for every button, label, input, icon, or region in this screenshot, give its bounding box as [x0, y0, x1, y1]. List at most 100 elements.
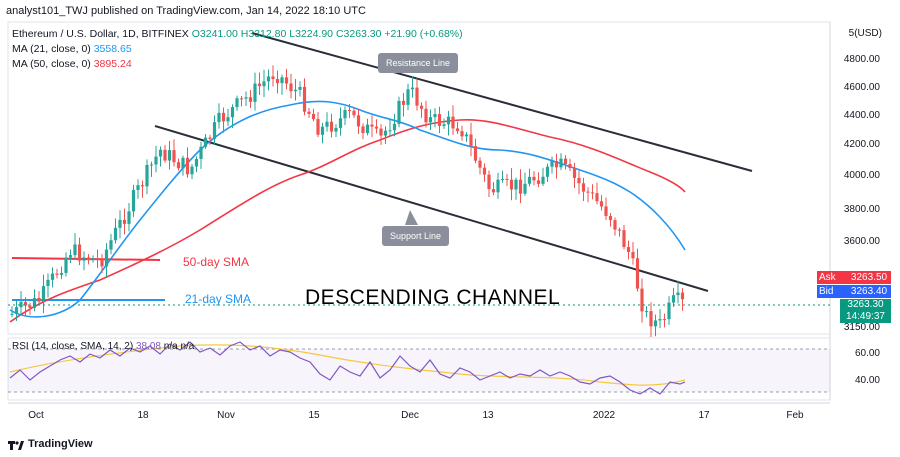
- candle-body: [590, 192, 595, 194]
- time-tick: Feb: [786, 410, 804, 421]
- ask-value: 3263.50: [847, 271, 891, 284]
- rsi-label: RSI (14, close, SMA, 14, 2): [12, 341, 134, 352]
- time-tick: Dec: [401, 410, 419, 421]
- candle-body: [478, 160, 482, 168]
- price-tick: 4000.00: [843, 170, 880, 181]
- candle-body: [289, 83, 293, 92]
- candle-body: [230, 107, 235, 118]
- time-tick: 17: [698, 410, 710, 421]
- candle-body: [253, 83, 257, 102]
- ask-label: Ask: [817, 271, 847, 284]
- candle-body: [635, 258, 640, 289]
- candle-body: [235, 98, 239, 108]
- candle-body: [73, 244, 77, 256]
- currency-selector[interactable]: 5(USD): [848, 28, 882, 39]
- candle-body: [46, 279, 50, 287]
- price-tick: 3800.00: [843, 204, 880, 215]
- candle-body: [167, 150, 172, 161]
- rsi-line: [9, 341, 686, 395]
- candle-body: [118, 219, 122, 228]
- candle-body: [91, 258, 95, 261]
- candle-body: [491, 189, 496, 193]
- candle-body: [199, 146, 203, 159]
- candle-body: [104, 249, 109, 267]
- rsi-legend[interactable]: RSI (14, close, SMA, 14, 2) 38.08 n/a n/…: [12, 341, 194, 352]
- candle-body: [658, 319, 662, 321]
- price-tick: 4600.00: [843, 82, 880, 93]
- candle-body: [586, 191, 590, 193]
- support-callout: Support Line: [382, 226, 450, 246]
- candle-body: [496, 179, 500, 193]
- candle-body: [347, 110, 352, 112]
- candle-body: [248, 97, 253, 102]
- candle-body: [568, 164, 572, 169]
- candle-body: [131, 190, 136, 212]
- candle-body: [86, 257, 91, 261]
- candle-body: [680, 292, 685, 300]
- candle-body: [649, 311, 653, 327]
- rsi-band-fill: [8, 349, 830, 392]
- resistance-line: [251, 32, 753, 172]
- candle-body: [28, 305, 32, 308]
- candle-body: [505, 178, 509, 180]
- tradingview-footer[interactable]: TradingView: [8, 438, 93, 450]
- candle-body: [518, 179, 523, 194]
- sma50-annotation: 50-day SMA: [183, 255, 250, 269]
- candle-body: [640, 288, 644, 312]
- ma21-label: MA (21, close, 0): [12, 43, 91, 55]
- candle-body: [613, 220, 617, 230]
- candle-body: [217, 112, 221, 123]
- candle-body: [667, 302, 671, 320]
- candle-body: [10, 313, 14, 315]
- candle-body: [55, 273, 59, 275]
- candle-body: [631, 251, 635, 259]
- candle-body: [401, 100, 406, 105]
- candle-body: [509, 179, 514, 190]
- candle-body: [617, 229, 622, 231]
- candle-body: [415, 87, 419, 106]
- candle-body: [419, 105, 424, 109]
- candle-body: [361, 126, 365, 134]
- candle-body: [365, 124, 370, 134]
- candle-body: [176, 162, 181, 169]
- candle-body: [550, 161, 554, 167]
- candle-body: [455, 128, 460, 132]
- candle-body: [307, 111, 311, 114]
- rsi-value: 38.08: [135, 341, 161, 352]
- candle-body: [352, 110, 356, 116]
- candle-body: [644, 311, 649, 313]
- candle-body: [334, 127, 338, 132]
- candle-body: [500, 178, 505, 180]
- support-line: [154, 125, 709, 292]
- candle-body: [212, 122, 217, 139]
- candle-body: [37, 297, 41, 302]
- candle-body: [604, 206, 608, 217]
- time-tick: 13: [482, 410, 494, 421]
- candle-body: [608, 216, 613, 221]
- candle-body: [338, 118, 343, 128]
- candle-body: [140, 185, 145, 187]
- candle-body: [302, 86, 307, 112]
- candle-body: [599, 201, 604, 207]
- candle-body: [316, 119, 320, 135]
- time-tick: Oct: [28, 410, 44, 421]
- candle-body: [329, 121, 334, 132]
- candle-body: [221, 112, 226, 122]
- bid-label: Bid: [817, 285, 847, 298]
- candle-body: [127, 211, 131, 224]
- indicator-legend[interactable]: Ethereum / U.S. Dollar, 1D, BITFINEX O32…: [12, 27, 463, 72]
- sma50-marker-line: [11, 257, 161, 261]
- change-value: +21.90 (+0.68%): [384, 28, 463, 40]
- support-pointer: [405, 210, 418, 225]
- candle-body: [41, 286, 46, 302]
- candle-body: [185, 157, 190, 175]
- symbol-label: Ethereum / U.S. Dollar, 1D, BITFINEX: [12, 28, 189, 40]
- candle-body: [370, 124, 374, 127]
- candle-body: [19, 301, 23, 308]
- candle-body: [136, 185, 140, 191]
- candle-body: [451, 116, 455, 129]
- candle-body: [410, 87, 415, 90]
- candle-body: [572, 168, 577, 178]
- candlestick-series: [10, 65, 685, 337]
